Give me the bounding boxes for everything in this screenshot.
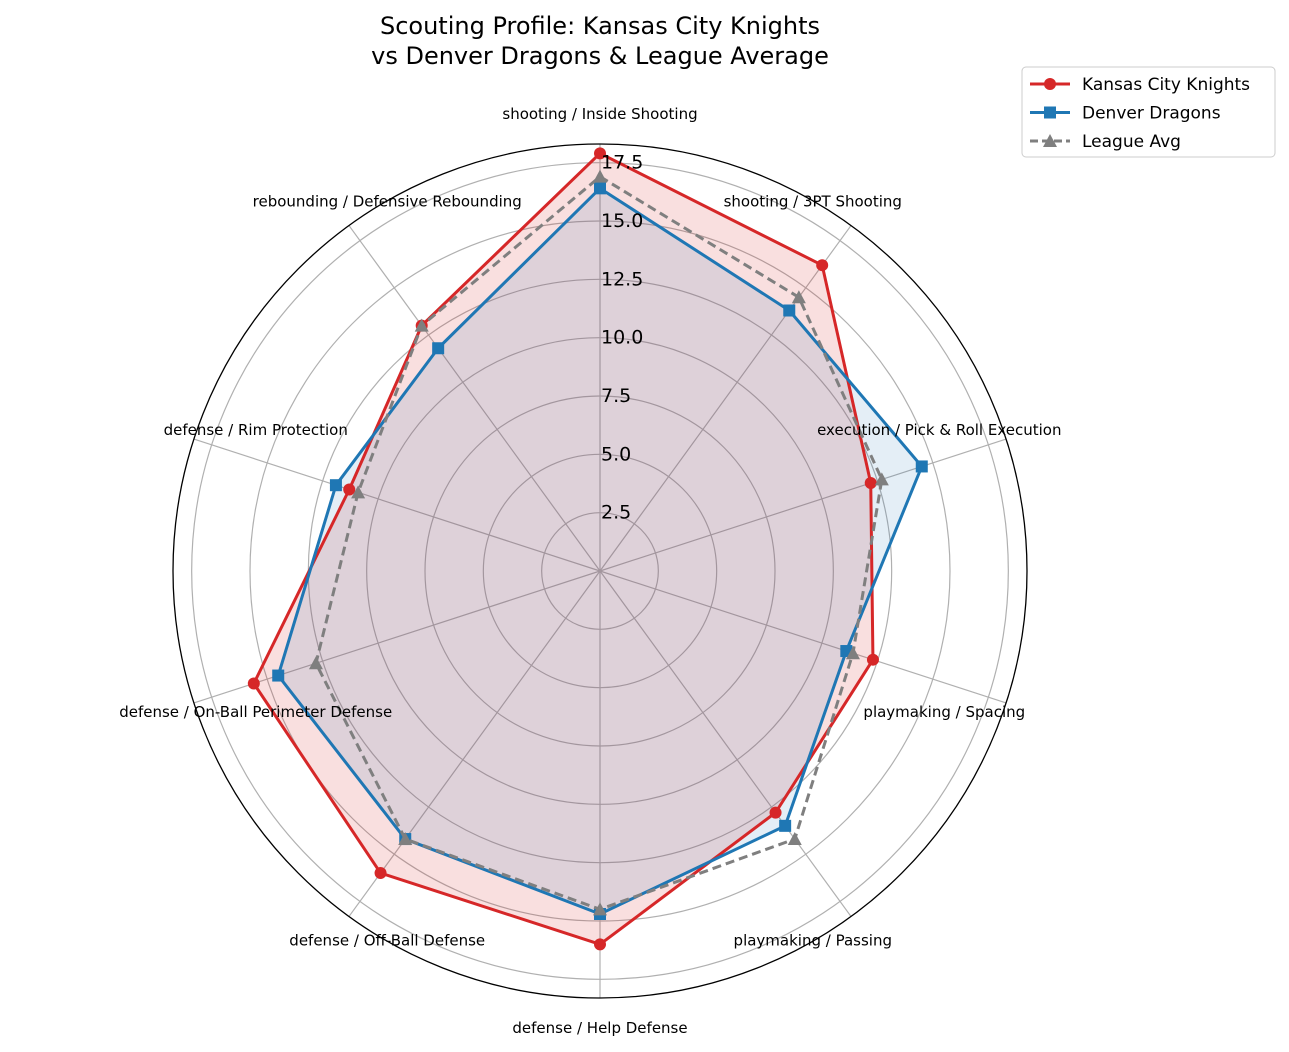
series-fill: [253, 153, 873, 945]
chart-title-line-1: Scouting Profile: Kansas City Knights: [380, 12, 820, 40]
radial-tick-label: 17.5: [601, 152, 643, 174]
data-point: [398, 832, 413, 846]
data-point: [308, 656, 323, 670]
chart-title-line-2: vs Denver Dragons & League Average: [371, 42, 829, 70]
outer-spine: [172, 143, 1028, 999]
data-point: [343, 483, 356, 496]
data-point: [329, 479, 342, 492]
legend-label: League Avg: [1082, 132, 1181, 152]
data-point: [414, 318, 429, 332]
legend: Kansas City Knights Denver Dragons League …: [1021, 66, 1276, 158]
radial-tick-label: 15.0: [601, 210, 643, 232]
axis-label: shooting / Inside Shooting: [502, 105, 697, 123]
legend-label: Denver Dragons: [1082, 104, 1221, 124]
radial-ticks: 2.5 5.0 7.5 10.0 12.5 15.0 17.5: [601, 152, 643, 524]
radial-tick-label: 2.5: [601, 502, 631, 524]
grid-spoke: [599, 570, 852, 917]
legend-box: [1021, 66, 1276, 158]
data-point: [247, 677, 260, 690]
axis-label: defense / Rim Protection: [164, 421, 348, 439]
data-point: [874, 472, 889, 486]
axis-label: execution / Pick & Roll Execution: [817, 421, 1061, 439]
axis-label: playmaking / Passing: [734, 932, 892, 950]
data-point: [915, 460, 928, 473]
radial-tick-label: 12.5: [601, 268, 643, 290]
data-point: [779, 819, 792, 832]
data-point: [864, 477, 877, 490]
data-point: [816, 259, 829, 272]
legend-marker: [1043, 134, 1057, 147]
legend-marker: [1044, 78, 1056, 90]
radial-tick-label: 5.0: [601, 443, 631, 465]
grid-spoke: [193, 438, 601, 572]
axis-label: playmaking / Spacing: [863, 703, 1025, 721]
axis-label: shooting / 3PT Shooting: [724, 192, 902, 210]
data-point: [791, 290, 806, 304]
grid-spoke: [193, 570, 601, 704]
data-point: [866, 653, 879, 666]
data-point: [594, 938, 606, 951]
data-point: [272, 669, 285, 682]
data-point: [351, 485, 366, 499]
axis-label: defense / Off-Ball Defense: [289, 932, 485, 950]
axis-labels: shooting / Inside Shooting shooting / 3PT…: [119, 105, 1061, 1037]
legend-marker: [1044, 106, 1056, 119]
data-point: [787, 832, 802, 846]
data-point: [593, 902, 607, 916]
data-point: [769, 806, 782, 819]
series-fill: [278, 188, 922, 915]
grid-spoke: [599, 438, 1007, 572]
series-layer: [247, 147, 928, 951]
data-point: [593, 169, 607, 183]
grid-spoke: [599, 225, 852, 572]
axis-label: defense / Help Defense: [512, 1019, 687, 1037]
radial-tick-label: 7.5: [601, 385, 631, 407]
data-point: [594, 182, 606, 195]
data-point: [432, 342, 445, 355]
data-point: [783, 304, 796, 317]
grid-spoke: [599, 570, 1007, 704]
data-point: [845, 646, 860, 660]
data-point: [594, 147, 606, 160]
radial-tick-label: 10.0: [601, 327, 643, 349]
axis-label: rebounding / Defensive Rebounding: [253, 192, 522, 210]
grid-spoke: [348, 225, 601, 572]
axis-label: defense / On-Ball Perimeter Defense: [119, 703, 392, 721]
data-point: [374, 867, 387, 880]
legend-label: Kansas City Knights: [1082, 75, 1250, 95]
grid-spoke: [348, 570, 601, 917]
